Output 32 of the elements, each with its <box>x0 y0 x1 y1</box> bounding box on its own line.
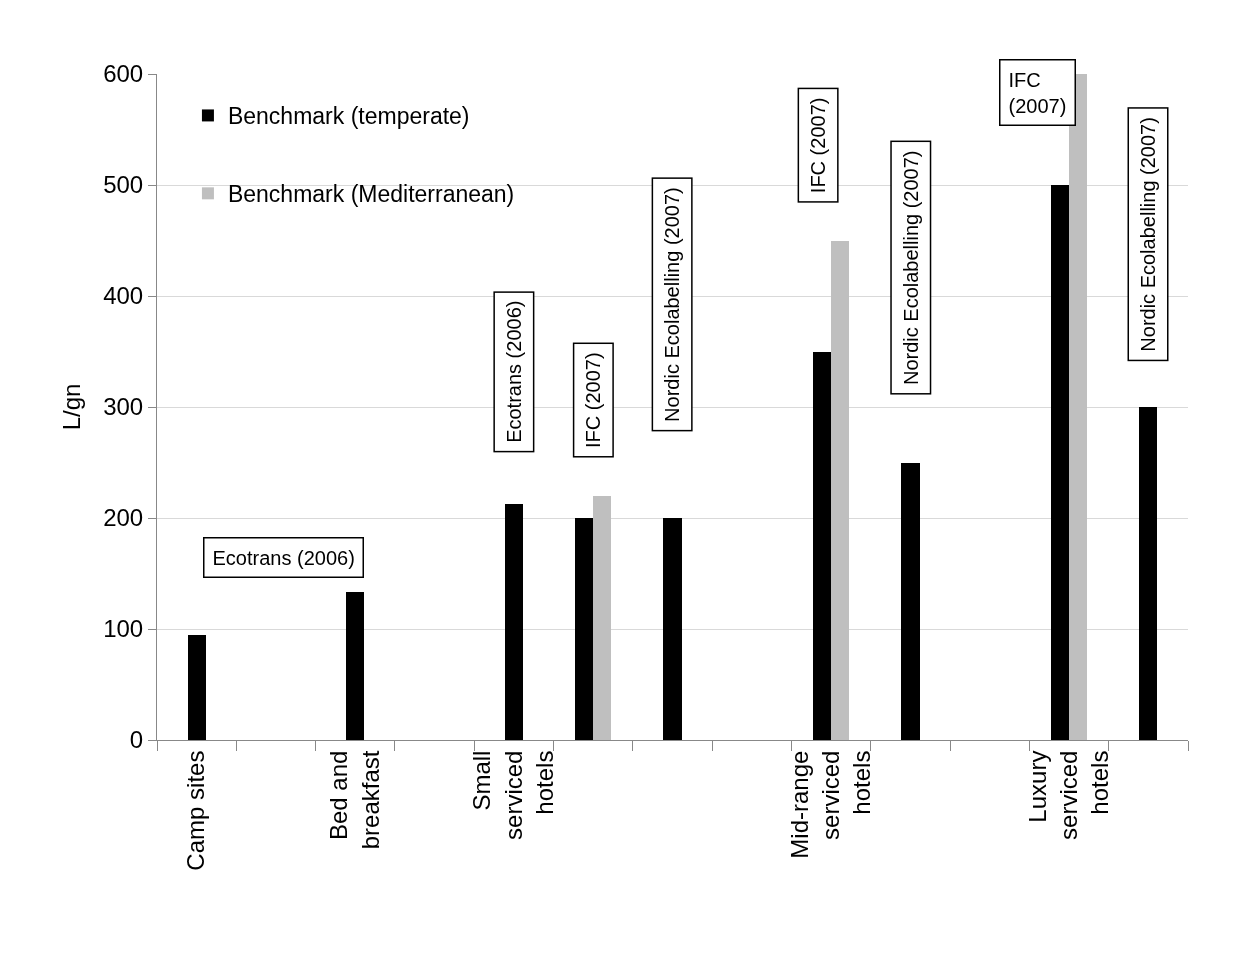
annotation: Ecotrans (2006) <box>212 546 355 569</box>
legend-label: Benchmark (temperate) <box>227 103 470 130</box>
bar <box>346 592 364 740</box>
annotation: Nordic Ecolabelling (2007) <box>661 187 684 422</box>
bar <box>188 635 206 740</box>
bar <box>593 496 611 740</box>
bar <box>831 241 849 740</box>
annotation: IFC (2007) <box>807 97 830 194</box>
x-tick-label: Mid-range serviced hotels <box>785 750 876 859</box>
x-tick-label: Camp sites <box>182 750 210 871</box>
legend-label: Benchmark (Mediterranean) <box>227 181 515 208</box>
y-tick-label: 200 <box>103 504 144 532</box>
annotation: IFC (2007) <box>1008 68 1067 117</box>
y-tick-label: 600 <box>103 60 144 88</box>
bar <box>663 518 682 740</box>
y-tick-label: 300 <box>103 393 144 421</box>
annotation: Nordic Ecolabelling (2007) <box>899 150 922 386</box>
x-tick-label: Luxury serviced hotels <box>1023 750 1114 840</box>
y-axis-title: L/gn <box>58 383 86 431</box>
bar <box>1069 74 1087 740</box>
x-tick-label: Bed and breakfast <box>325 750 384 850</box>
annotation: IFC (2007) <box>582 352 605 449</box>
y-tick-label: 0 <box>129 726 144 754</box>
y-tick-label: 100 <box>103 615 144 643</box>
annotation: Nordic Ecolabelling (2007) <box>1137 117 1160 352</box>
x-tick-label: Small serviced hotels <box>468 750 558 840</box>
y-tick-label: 400 <box>103 282 144 310</box>
y-tick-label: 500 <box>103 171 144 199</box>
annotation: Ecotrans (2006) <box>502 300 525 443</box>
bar <box>901 463 920 740</box>
bar <box>1139 407 1157 740</box>
bar <box>505 504 523 740</box>
